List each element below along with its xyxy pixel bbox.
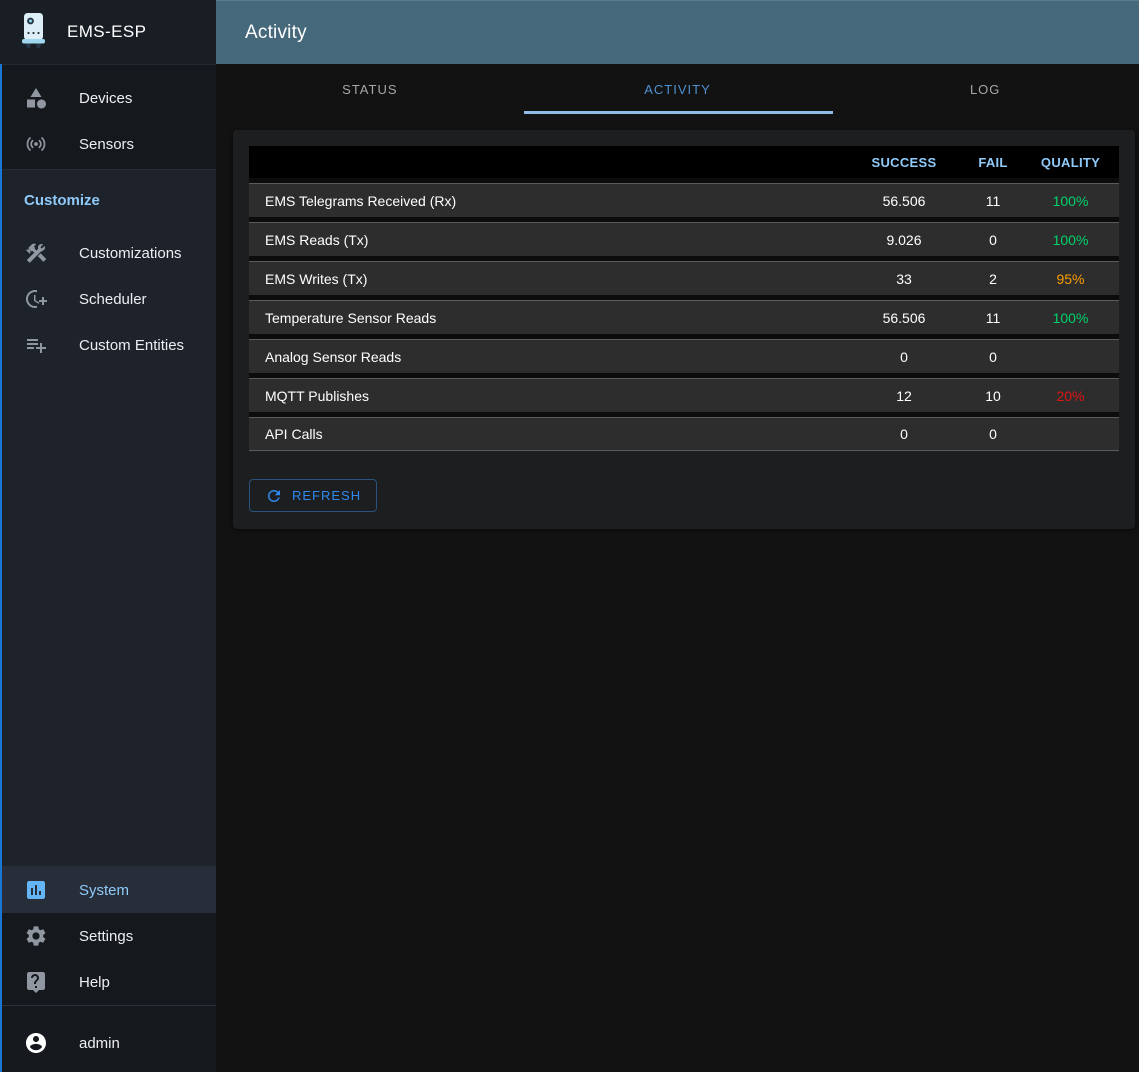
- category-icon: [24, 86, 48, 110]
- sidebar-item-help[interactable]: Help: [0, 959, 216, 1005]
- row-metric-name: EMS Telegrams Received (Rx): [265, 192, 457, 209]
- sidebar: EMS-ESP Devices Se: [0, 0, 216, 1072]
- table-row: EMS Writes (Tx) 33 2 95%: [249, 261, 1119, 295]
- row-fail-value: 11: [985, 192, 1001, 209]
- more-time-icon: [24, 287, 48, 311]
- help-icon: [24, 970, 48, 994]
- row-success-value: 0: [900, 348, 908, 365]
- row-success-value: 9.026: [886, 231, 922, 248]
- page-title: Activity: [245, 21, 307, 43]
- sidebar-item-custom-entities[interactable]: Custom Entities: [0, 322, 216, 368]
- row-fail-value: 0: [989, 348, 997, 365]
- tab-bar: STATUS ACTIVITY LOG: [216, 64, 1139, 114]
- row-metric-name: MQTT Publishes: [265, 387, 369, 404]
- playlist-add-icon: [24, 333, 48, 357]
- row-fail-value: 0: [989, 231, 997, 248]
- sensors-icon: [24, 132, 48, 156]
- sidebar-item-label: Help: [79, 973, 110, 991]
- row-fail-value: 0: [989, 426, 997, 442]
- tab-status[interactable]: STATUS: [342, 81, 398, 97]
- row-fail-value: 11: [985, 309, 1001, 326]
- row-success-value: 33: [896, 270, 912, 287]
- row-metric-name: Analog Sensor Reads: [265, 348, 402, 365]
- analytics-icon: [24, 878, 48, 902]
- table-row: Analog Sensor Reads 0 0: [249, 339, 1119, 373]
- activity-table: SUCCESS FAIL QUALITY EMS Telegrams Recei…: [249, 146, 1119, 451]
- table-row: API Calls 0 0: [249, 417, 1119, 451]
- row-metric-name: EMS Writes (Tx): [265, 270, 368, 287]
- tab-log[interactable]: LOG: [969, 81, 1001, 97]
- app-header: EMS-ESP: [0, 0, 216, 65]
- row-fail-value: 2: [989, 270, 997, 287]
- row-success-value: 0: [900, 426, 908, 442]
- table-row: EMS Telegrams Received (Rx) 56.506 11 10…: [249, 183, 1119, 217]
- username-label: admin: [79, 1034, 120, 1052]
- sidebar-user-section: admin: [0, 1005, 216, 1072]
- sidebar-item-sensors[interactable]: Sensors: [0, 121, 216, 167]
- construction-icon: [24, 241, 48, 265]
- page-header: Activity: [216, 0, 1139, 64]
- refresh-button[interactable]: REFRESH: [249, 479, 378, 512]
- account-circle-icon: [24, 1031, 48, 1055]
- row-quality-value: 95%: [1056, 270, 1085, 287]
- sidebar-item-label: Sensors: [79, 135, 135, 153]
- activity-card: SUCCESS FAIL QUALITY EMS Telegrams Recei…: [233, 130, 1135, 529]
- gear-icon: [24, 924, 48, 948]
- sidebar-item-label: Settings: [79, 927, 134, 945]
- column-header-fail: FAIL: [978, 154, 1008, 170]
- row-quality-value: 100%: [1052, 192, 1089, 209]
- main-content: Activity STATUS ACTIVITY LOG SUCCESS FAI…: [216, 0, 1139, 1072]
- sidebar-top-group: Devices Sensors: [0, 65, 216, 169]
- customize-section-label: Customize: [24, 191, 100, 209]
- refresh-button-label: REFRESH: [292, 488, 362, 503]
- row-fail-value: 10: [985, 387, 1001, 404]
- sidebar-scrollbar[interactable]: [0, 64, 2, 1072]
- table-row: EMS Reads (Tx) 9.026 0 100%: [249, 222, 1119, 256]
- sidebar-item-devices[interactable]: Devices: [0, 75, 216, 121]
- tab-activity[interactable]: ACTIVITY: [644, 81, 711, 97]
- column-header-quality: QUALITY: [1040, 154, 1101, 170]
- sidebar-item-label: Customizations: [79, 244, 182, 262]
- activity-table-body: EMS Telegrams Received (Rx) 56.506 11 10…: [249, 183, 1119, 451]
- row-quality-value: 20%: [1056, 387, 1085, 404]
- refresh-icon: [265, 487, 283, 505]
- boiler-logo-icon: [13, 10, 53, 55]
- sidebar-item-customizations[interactable]: Customizations: [0, 230, 216, 276]
- sidebar-item-settings[interactable]: Settings: [0, 913, 216, 959]
- table-header-row: SUCCESS FAIL QUALITY: [249, 146, 1119, 178]
- table-row: Temperature Sensor Reads 56.506 11 100%: [249, 300, 1119, 334]
- active-tab-indicator: [524, 111, 834, 114]
- row-metric-name: EMS Reads (Tx): [265, 231, 369, 248]
- row-metric-name: Temperature Sensor Reads: [265, 309, 437, 326]
- app-title: EMS-ESP: [67, 22, 147, 41]
- row-metric-name: API Calls: [265, 426, 323, 442]
- table-row: MQTT Publishes 12 10 20%: [249, 378, 1119, 412]
- row-quality-value: 100%: [1052, 231, 1089, 248]
- sidebar-item-label: Devices: [79, 89, 133, 107]
- sidebar-item-label: System: [79, 881, 130, 899]
- row-success-value: 56.506: [882, 309, 926, 326]
- row-success-value: 12: [896, 387, 912, 404]
- row-success-value: 56.506: [882, 192, 926, 209]
- sidebar-bottom-group: System Settings Help: [0, 866, 216, 1005]
- sidebar-item-label: Custom Entities: [79, 336, 185, 354]
- sidebar-item-label: Scheduler: [79, 290, 147, 308]
- row-quality-value: 100%: [1052, 309, 1089, 326]
- column-header-success: SUCCESS: [871, 154, 937, 170]
- sidebar-item-system[interactable]: System: [0, 867, 216, 913]
- sidebar-item-scheduler[interactable]: Scheduler: [0, 276, 216, 322]
- sidebar-customize-group: Customize Customizations Scheduler Custo…: [0, 169, 216, 866]
- user-menu-admin[interactable]: admin: [0, 1020, 216, 1066]
